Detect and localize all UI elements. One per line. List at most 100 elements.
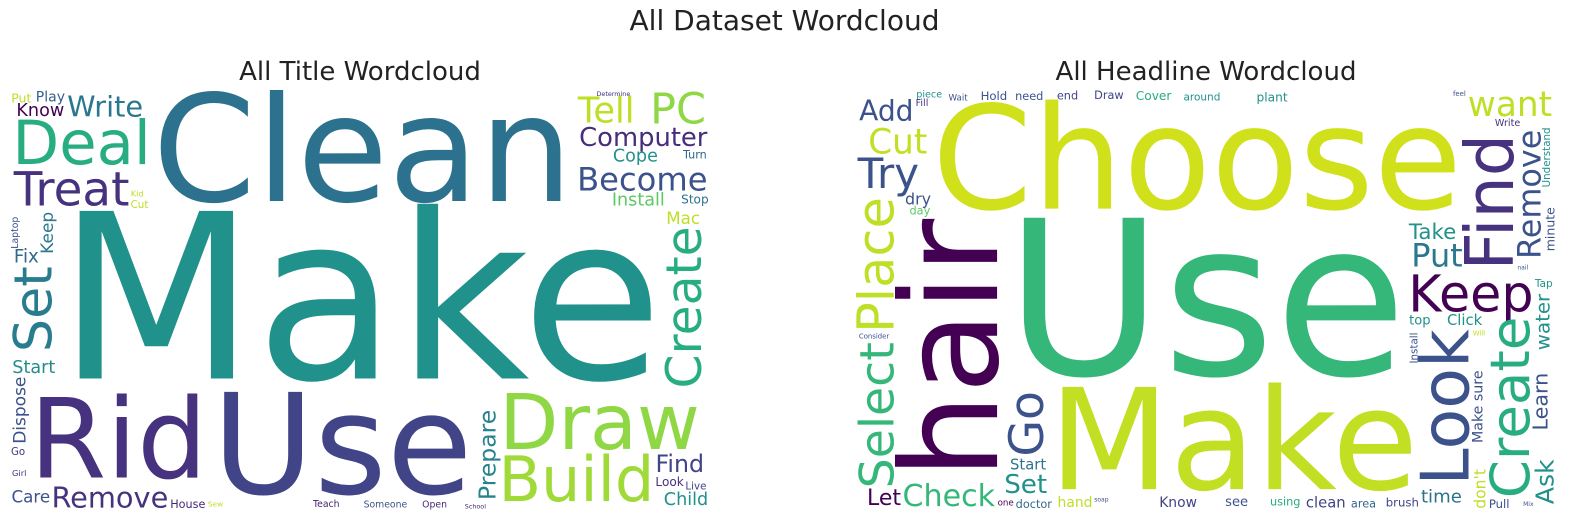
word-learn: Learn <box>1529 373 1553 431</box>
word-cut: Cut <box>868 123 927 163</box>
word-piece: piece <box>916 90 942 101</box>
word-take: Take <box>1408 220 1456 245</box>
word-draw: Draw <box>1094 90 1124 102</box>
word-clean: Clean <box>152 90 573 236</box>
word-pc: PC <box>650 90 706 134</box>
word-need: need <box>1015 90 1043 103</box>
word-mix: Mix <box>1523 501 1534 508</box>
word-make: Make <box>1049 360 1419 510</box>
word-hold: Hold <box>981 90 1008 103</box>
word-keep: Keep <box>38 212 58 254</box>
word-keep: Keep <box>1408 265 1533 324</box>
word-look: Look <box>1407 329 1485 486</box>
word-let: Let <box>867 486 901 510</box>
word-click: Click <box>1447 312 1483 329</box>
word-teach: Teach <box>312 499 340 510</box>
word-create: Create <box>656 226 710 388</box>
word-day: day <box>910 205 931 218</box>
word-prepare: Prepare <box>474 410 502 500</box>
word-make: Make <box>57 167 663 434</box>
word-consider: Consider <box>859 333 890 341</box>
word-time: time <box>1421 487 1462 508</box>
word-deal: Deal <box>12 109 150 179</box>
word-tell: Tell <box>577 91 635 132</box>
word-feel: feel <box>1453 90 1466 98</box>
word-install: Install <box>1408 333 1420 364</box>
word-become: Become <box>577 161 707 199</box>
word-write: Write <box>1495 118 1520 129</box>
word-start: Start <box>1010 457 1046 474</box>
word-girl: Girl <box>12 468 26 478</box>
word-soap: soap <box>1094 496 1108 503</box>
word-select: Select <box>856 342 906 488</box>
word-choose: Choose <box>932 90 1462 243</box>
word-live: Live <box>685 480 706 492</box>
word-understand: Understand <box>1541 127 1553 187</box>
word-turn: Turn <box>682 148 707 161</box>
word-sew: Sew <box>208 499 223 508</box>
word-laptop: Laptop <box>10 217 21 249</box>
word-using: using <box>1270 495 1301 508</box>
word-brush: brush <box>1386 495 1419 509</box>
title-wordcloud-panel: All Title Wordcloud Make Use Clean Draw Crea… <box>10 56 710 510</box>
word-start: Start <box>12 358 55 378</box>
word-mac: Mac <box>666 208 700 228</box>
word-clean: clean <box>1306 495 1346 510</box>
word-put: Put <box>1411 236 1462 274</box>
word-hair: hair <box>872 218 1029 479</box>
word-determine: Determine <box>597 90 631 98</box>
word-build: Build <box>498 443 654 510</box>
word-open: Open <box>422 499 447 510</box>
word-write: Write <box>67 90 143 124</box>
word-add: Add <box>859 95 913 128</box>
word-will: Will <box>1473 330 1485 338</box>
word-find: Find <box>1451 134 1529 271</box>
word-cut: Cut <box>131 199 149 211</box>
word-ask: Ask <box>1530 459 1556 504</box>
word-someone: Someone <box>364 500 408 510</box>
word-cope: Cope <box>613 146 658 166</box>
word-treat: Treat <box>13 164 130 218</box>
word-know: Know <box>16 101 64 121</box>
word-go: Go <box>11 447 25 458</box>
word-set: Set <box>10 266 64 352</box>
word-plant: plant <box>1257 90 1288 104</box>
title-wordcloud: Make Use Clean Draw Create Rid Build Deal Become… <box>10 90 710 510</box>
word-stop: Stop <box>681 192 709 206</box>
word-child: Child <box>664 490 708 510</box>
headline-wordcloud-title: All Headline Wordcloud <box>1055 57 1357 87</box>
word-use: Use <box>1005 175 1407 426</box>
word-use: Use <box>212 365 472 511</box>
word-water: water <box>1532 293 1555 350</box>
word-tap: Tap <box>1534 278 1553 290</box>
word-computer: Computer <box>579 123 708 153</box>
word-care: Care <box>11 486 50 506</box>
word-check: Check <box>903 479 996 510</box>
word-one: one <box>998 498 1014 508</box>
word-fix: Fix <box>14 247 39 268</box>
word-go: Go <box>1000 391 1055 457</box>
word-fill: Fill <box>916 98 929 109</box>
word-see: see <box>1225 495 1248 510</box>
word-school: School <box>465 502 486 510</box>
word-top: top <box>1409 314 1430 329</box>
word-house: House <box>170 498 205 510</box>
word-want: want <box>1468 90 1552 125</box>
word-nail: nail <box>1517 265 1528 272</box>
word-rid: Rid <box>30 376 208 505</box>
figure-title: All Dataset Wordcloud <box>629 4 940 37</box>
word-pull: Pull <box>1489 497 1510 510</box>
word-cover: Cover <box>1136 90 1173 103</box>
word-doctor: doctor <box>1016 498 1053 510</box>
title-wordcloud-title: All Title Wordcloud <box>239 57 481 87</box>
word-create: Create <box>1478 317 1542 499</box>
word-know: Know <box>1159 495 1197 510</box>
word-place: Place <box>856 197 907 333</box>
word-remove: Remove <box>51 481 168 510</box>
word-hand: hand <box>1058 495 1093 510</box>
word-look: Look <box>655 475 683 489</box>
word-dispose: Dispose <box>11 377 31 444</box>
word-play: Play <box>36 90 65 106</box>
